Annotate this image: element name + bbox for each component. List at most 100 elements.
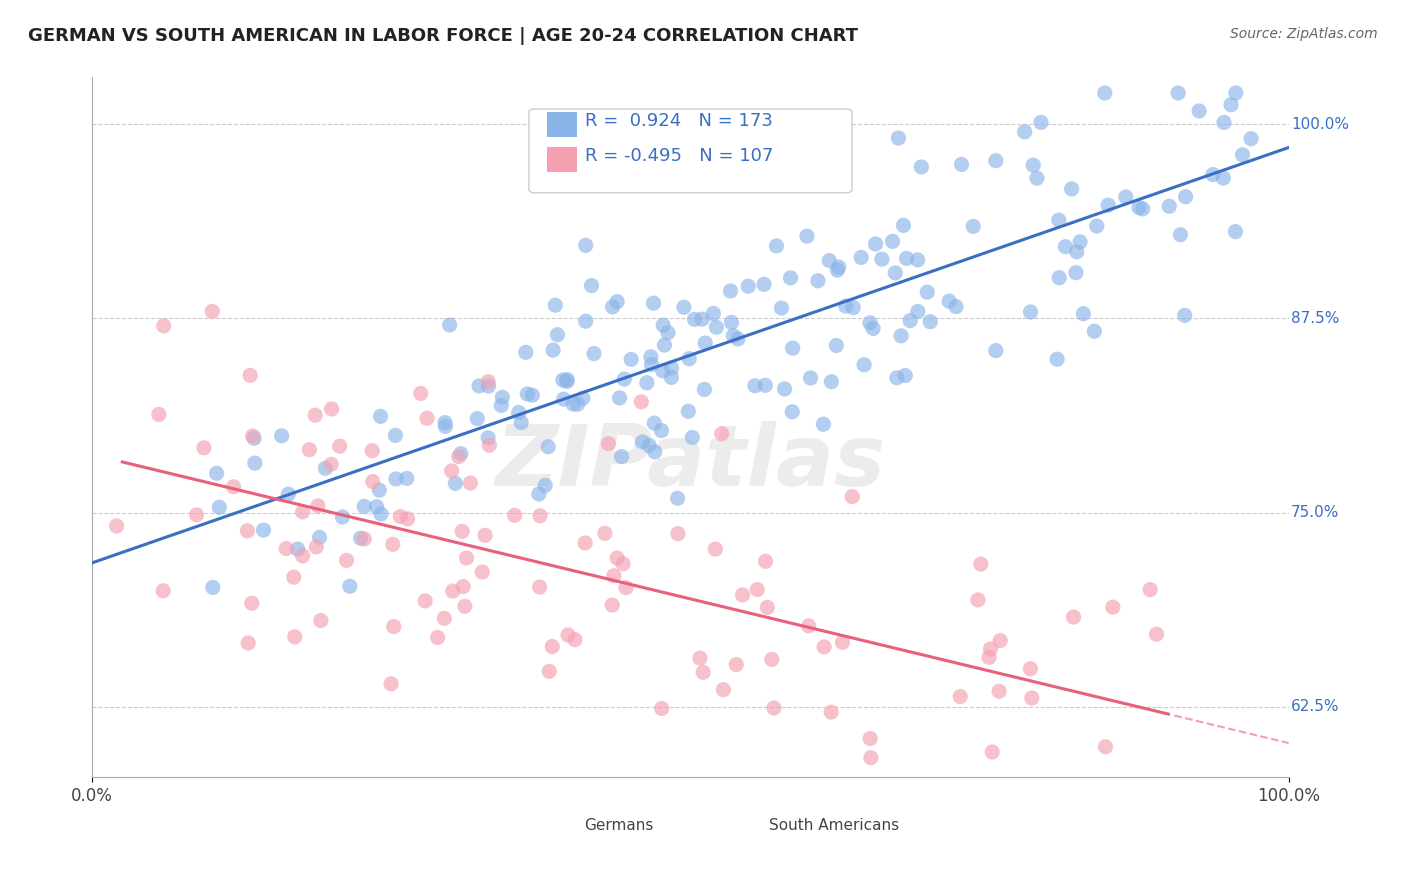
South Americans [284,630,307,644]
Germans [602,300,624,314]
Bar [547,112,576,136]
Germans [690,312,713,326]
South Americans [1146,627,1168,641]
Germans [510,416,533,430]
Germans [825,338,848,352]
Germans [208,500,231,515]
Germans [1220,97,1243,112]
South Americans [820,705,842,719]
Germans [1069,235,1091,249]
South Americans [969,813,991,827]
South Americans [305,540,328,554]
Germans [314,461,336,475]
Germans [1159,199,1181,213]
Germans [636,376,658,390]
South Americans [321,401,343,416]
South Americans [148,408,170,422]
Germans [865,237,887,252]
Germans [468,379,491,393]
South Americans [651,701,673,715]
South Americans [307,499,329,513]
Germans [384,428,406,442]
South Americans [396,512,419,526]
South Americans [761,652,783,666]
Germans [1174,190,1197,204]
Germans [984,343,1007,358]
Germans [765,239,787,253]
Germans [385,472,408,486]
Germans [1073,307,1095,321]
South Americans [304,408,326,422]
Germans [1046,352,1069,367]
Germans [1085,219,1108,233]
Germans [546,327,568,342]
South Americans [1139,582,1161,597]
Germans [491,399,513,413]
Germans [277,487,299,501]
Germans [695,336,717,351]
Germans [654,338,676,352]
South Americans [756,600,779,615]
Text: 62.5%: 62.5% [1291,699,1340,714]
South Americans [1063,610,1085,624]
Germans [666,491,689,506]
Germans [1225,225,1247,239]
Germans [884,266,907,280]
South Americans [630,394,652,409]
Bar [547,147,576,172]
Germans [609,391,631,405]
Text: Source: ZipAtlas.com: Source: ZipAtlas.com [1230,27,1378,41]
South Americans [240,596,263,610]
South Americans [447,450,470,464]
South Americans [361,443,384,458]
Germans [1014,125,1036,139]
Germans [1188,103,1211,118]
South Americans [276,541,298,556]
South Americans [614,581,637,595]
Germans [610,450,633,464]
Germans [643,296,665,310]
Text: ZIPatlas: ZIPatlas [495,421,886,504]
Germans [1083,324,1105,338]
South Americans [239,368,262,383]
Bar [553,815,582,837]
Germans [1029,115,1052,129]
South Americans [361,475,384,489]
South Americans [1019,662,1042,676]
South Americans [538,665,561,679]
Germans [444,476,467,491]
Germans [1064,266,1087,280]
Germans [827,263,849,277]
South Americans [981,745,1004,759]
South Americans [574,536,596,550]
Germans [434,419,457,434]
Text: R =  0.924   N = 173: R = 0.924 N = 173 [585,112,773,130]
Germans [938,294,960,309]
Germans [887,131,910,145]
Germans [567,397,589,411]
South Americans [967,593,990,607]
South Americans [949,690,972,704]
South Americans [426,631,449,645]
Germans [516,387,538,401]
Germans [859,316,882,330]
South Americans [291,549,314,563]
Text: R = -0.495   N = 107: R = -0.495 N = 107 [585,147,773,165]
Germans [773,382,796,396]
Germans [541,343,564,358]
Germans [1026,171,1049,186]
Germans [706,320,728,334]
Text: 100.0%: 100.0% [1291,117,1348,131]
Germans [571,391,593,405]
South Americans [335,553,357,567]
Germans [477,379,499,393]
Germans [984,153,1007,168]
South Americans [382,619,405,633]
South Americans [603,568,626,582]
Germans [551,373,574,387]
Germans [1054,240,1077,254]
South Americans [725,657,748,672]
South Americans [152,583,174,598]
FancyBboxPatch shape [529,109,852,193]
South Americans [433,611,456,625]
